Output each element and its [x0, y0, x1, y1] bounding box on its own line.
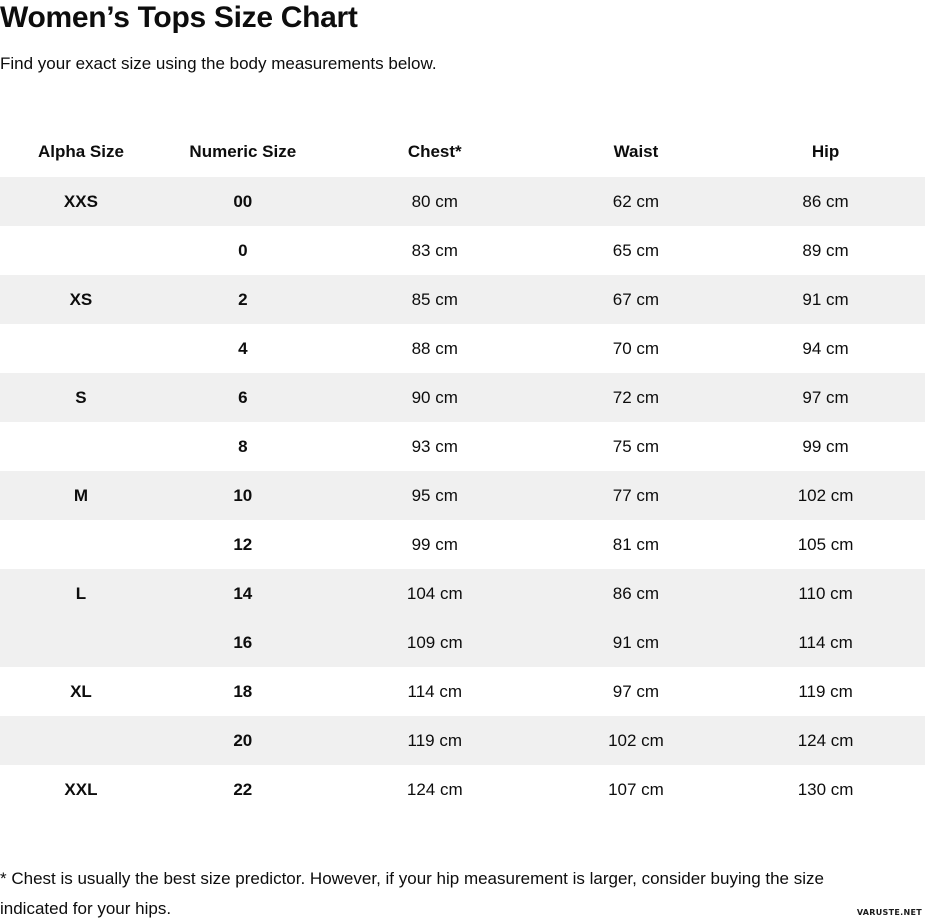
cell-numeric-size: 14 — [233, 583, 253, 603]
col-header-waist: Waist — [613, 142, 659, 161]
col-header-numeric-size: Numeric Size — [189, 142, 297, 161]
cell-chest: 104 cm — [406, 583, 463, 603]
chest-footnote: * Chest is usually the best size predict… — [0, 869, 824, 918]
cell-alpha-size — [0, 520, 162, 569]
watermark: VARUSTE.NET — [856, 908, 922, 917]
cell-hip: 86 cm — [802, 191, 849, 211]
table-row: M 10 95 cm 77 cm 102 cm — [0, 471, 925, 520]
cell-waist: 75 cm — [612, 436, 660, 456]
cell-waist: 65 cm — [612, 240, 660, 260]
cell-chest: 85 cm — [411, 289, 458, 309]
cell-chest: 99 cm — [411, 534, 458, 554]
page-subtitle: Find your exact size using the body meas… — [0, 54, 437, 73]
cell-waist: 62 cm — [612, 191, 660, 211]
page-title: Women’s Tops Size Chart — [0, 1, 358, 34]
col-header-chest: Chest* — [407, 142, 462, 161]
size-table-body: XXS 00 80 cm 62 cm 86 cm 0 83 cm 65 cm 8… — [0, 177, 925, 814]
cell-alpha-size: S — [75, 387, 87, 407]
cell-hip: 105 cm — [797, 534, 854, 554]
cell-hip: 130 cm — [797, 779, 854, 799]
cell-numeric-size: 8 — [238, 436, 248, 456]
cell-numeric-size: 10 — [233, 485, 253, 505]
cell-numeric-size: 00 — [233, 191, 253, 211]
cell-hip: 114 cm — [798, 632, 853, 652]
cell-alpha-size — [0, 422, 162, 471]
table-row: 0 83 cm 65 cm 89 cm — [0, 226, 925, 275]
col-header-alpha-size: Alpha Size — [37, 142, 124, 161]
cell-chest: 109 cm — [406, 632, 463, 652]
cell-chest: 88 cm — [411, 338, 458, 358]
cell-waist: 107 cm — [608, 779, 664, 799]
table-row: 16 109 cm 91 cm 114 cm — [0, 618, 925, 667]
cell-waist: 77 cm — [612, 485, 660, 505]
cell-waist: 97 cm — [612, 681, 660, 701]
cell-numeric-size: 22 — [233, 779, 253, 799]
table-row: S 6 90 cm 72 cm 97 cm — [0, 373, 925, 422]
cell-chest: 124 cm — [406, 779, 463, 799]
cell-alpha-size — [0, 618, 162, 667]
cell-numeric-size: 4 — [238, 338, 248, 358]
cell-chest: 90 cm — [411, 387, 458, 407]
col-header-hip: Hip — [811, 142, 840, 161]
table-row: 20 119 cm 102 cm 124 cm — [0, 716, 925, 765]
cell-waist: 91 cm — [612, 632, 660, 652]
table-header-row: Alpha Size Numeric Size Chest* Waist Hip — [0, 127, 925, 177]
cell-numeric-size: 16 — [233, 632, 253, 652]
cell-alpha-size — [0, 324, 162, 373]
cell-numeric-size: 12 — [233, 534, 253, 554]
cell-chest: 119 cm — [407, 730, 463, 750]
cell-alpha-size — [0, 226, 162, 275]
cell-waist: 72 cm — [612, 387, 660, 407]
table-row: XS 2 85 cm 67 cm 91 cm — [0, 275, 925, 324]
cell-hip: 102 cm — [797, 485, 854, 505]
size-table: Alpha Size Numeric Size Chest* Waist Hip… — [0, 127, 925, 814]
cell-chest: 114 cm — [407, 681, 463, 701]
cell-alpha-size — [0, 716, 162, 765]
cell-chest: 80 cm — [411, 191, 458, 211]
cell-waist: 70 cm — [612, 338, 660, 358]
table-row: 4 88 cm 70 cm 94 cm — [0, 324, 925, 373]
table-row: XL 18 114 cm 97 cm 119 cm — [0, 667, 925, 716]
cell-hip: 110 cm — [798, 583, 853, 603]
cell-alpha-size: L — [75, 583, 87, 603]
cell-alpha-size: XXL — [64, 779, 98, 799]
table-row: 12 99 cm 81 cm 105 cm — [0, 520, 925, 569]
cell-hip: 124 cm — [797, 730, 854, 750]
cell-chest: 93 cm — [411, 436, 458, 456]
cell-numeric-size: 20 — [233, 730, 253, 750]
cell-numeric-size: 18 — [233, 681, 253, 701]
cell-waist: 81 cm — [612, 534, 660, 554]
cell-alpha-size: XXS — [63, 191, 98, 211]
cell-hip: 99 cm — [802, 436, 849, 456]
cell-numeric-size: 0 — [238, 240, 248, 260]
table-row: XXL 22 124 cm 107 cm 130 cm — [0, 765, 925, 814]
cell-waist: 86 cm — [612, 583, 660, 603]
cell-hip: 91 cm — [802, 289, 849, 309]
cell-chest: 95 cm — [411, 485, 458, 505]
cell-numeric-size: 2 — [238, 289, 248, 309]
cell-waist: 67 cm — [612, 289, 660, 309]
cell-waist: 102 cm — [608, 730, 664, 750]
cell-numeric-size: 6 — [238, 387, 248, 407]
cell-alpha-size: XL — [70, 681, 92, 701]
cell-hip: 119 cm — [798, 681, 853, 701]
cell-hip: 94 cm — [802, 338, 849, 358]
table-row: L 14 104 cm 86 cm 110 cm — [0, 569, 925, 618]
table-row: XXS 00 80 cm 62 cm 86 cm — [0, 177, 925, 226]
table-row: 8 93 cm 75 cm 99 cm — [0, 422, 925, 471]
cell-chest: 83 cm — [411, 240, 458, 260]
cell-hip: 97 cm — [802, 387, 849, 407]
cell-alpha-size: M — [73, 485, 89, 505]
cell-hip: 89 cm — [802, 240, 849, 260]
cell-alpha-size: XS — [69, 289, 93, 309]
